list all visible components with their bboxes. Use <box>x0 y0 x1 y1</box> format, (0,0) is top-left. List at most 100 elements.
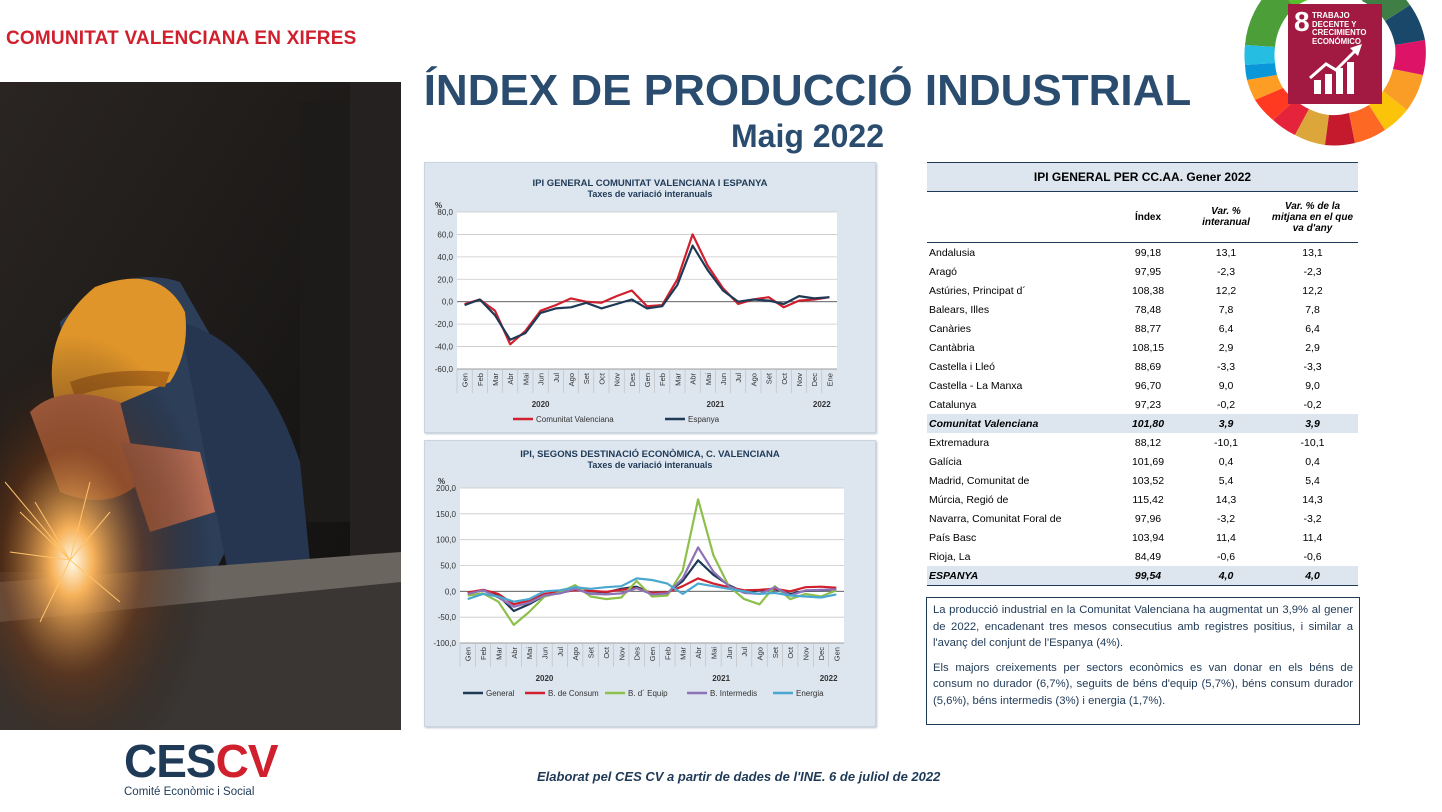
x-tick-label: Mai <box>709 647 718 659</box>
x-tick-label: Nov <box>795 373 804 387</box>
table-row: Comunitat Valenciana 101,80 3,9 3,9 <box>927 414 1358 433</box>
sdg-number: 8 <box>1294 6 1310 37</box>
x-tick-label: Abr <box>506 372 515 384</box>
var-cell: 13,1 <box>1215 246 1237 259</box>
table-row: Castella i Lleó 88,69 -3,3 -3,3 <box>927 357 1358 376</box>
series-line-comunitat-valenciana <box>464 233 830 346</box>
index-cell: 103,52 <box>1131 474 1165 487</box>
page-subtitle: Maig 2022 <box>731 118 884 154</box>
avg-cell: 11,4 <box>1302 531 1323 544</box>
x-tick-label: Des <box>633 647 642 661</box>
x-tick-label: Jun <box>719 373 728 385</box>
avg-cell: -3,3 <box>1303 360 1322 373</box>
x-tick-label: Mai <box>525 647 534 659</box>
y-tick-label: 20,0 <box>437 275 453 284</box>
y-tick-label: -100,0 <box>433 639 456 648</box>
x-tick-label: Ago <box>749 373 758 386</box>
x-tick-label: Mar <box>491 373 500 386</box>
region-cell: Astúries, Principat d´ <box>929 284 1026 297</box>
avg-cell: 12,2 <box>1302 284 1323 297</box>
index-cell: 108,38 <box>1131 284 1165 297</box>
y-tick-label: 40,0 <box>437 253 453 262</box>
region-cell: Rioja, La <box>929 550 971 563</box>
legend-label: Espanya <box>688 415 720 424</box>
avg-cell: -0,6 <box>1303 550 1322 563</box>
y-tick-label: -20,0 <box>435 320 454 329</box>
y-tick-label: -60,0 <box>435 365 454 374</box>
logo-ces-text: CES <box>124 735 217 787</box>
avg-cell: -2,3 <box>1303 265 1322 278</box>
top-label: COMUNITAT VALENCIANA EN XIFRES <box>6 28 357 49</box>
y-tick-label: 200,0 <box>436 484 457 493</box>
source-note: Elaborat pel CES CV a partir de dades de… <box>537 769 941 784</box>
x-tick-label: Gen <box>643 373 652 387</box>
x-tick-label: Abr <box>510 646 519 658</box>
x-tick-label: Mar <box>494 647 503 660</box>
chart-title: IPI GENERAL COMUNITAT VALENCIANA I ESPAN… <box>533 178 768 189</box>
page-title: ÍNDEX DE PRODUCCIÓ INDUSTRIAL <box>423 66 1192 115</box>
y-tick-label: 0,0 <box>445 587 457 596</box>
avg-cell: 5,4 <box>1305 474 1320 487</box>
index-cell: 88,12 <box>1134 436 1162 449</box>
var-cell: -0,6 <box>1216 550 1236 563</box>
x-tick-label: Des <box>628 373 637 387</box>
table-row: Rioja, La 84,49 -0,6 -0,6 <box>927 547 1358 566</box>
var-cell: -3,2 <box>1216 512 1236 525</box>
table-row: Extremadura 88,12 -10,1 -10,1 <box>927 433 1358 452</box>
x-tick-label: Jul <box>556 647 565 657</box>
x-tick-label: Gen <box>461 373 470 387</box>
x-tick-label: Jul <box>552 373 561 383</box>
y-tick-label: 0,0 <box>442 298 454 307</box>
table-row: Astúries, Principat d´ 108,38 12,2 12,2 <box>927 281 1358 300</box>
var-cell: 4,0 <box>1185 566 1267 586</box>
series-line-espanya <box>464 244 830 341</box>
index-cell: 78,48 <box>1134 303 1162 316</box>
x-tick-label: Set <box>587 646 596 658</box>
region-cell: Catalunya <box>929 398 977 411</box>
y-tick-label: 60,0 <box>437 230 453 239</box>
index-cell: 99,18 <box>1134 246 1162 259</box>
var-cell: -2,3 <box>1216 265 1236 278</box>
index-cell: 103,94 <box>1131 531 1165 544</box>
region-cell: Balears, Illes <box>929 303 990 316</box>
chart-ipi-destinacio-svg: IPI, SEGONS DESTINACIÓ ECONÒMICA, C. VAL… <box>433 448 844 698</box>
x-tick-label: Abr <box>689 372 698 384</box>
region-cell: Comunitat Valenciana <box>927 414 1111 433</box>
x-tick-label: Oct <box>786 646 795 659</box>
avg-cell: 6,4 <box>1305 322 1320 335</box>
x-tick-label: Mai <box>521 373 530 385</box>
region-cell: País Basc <box>929 531 977 544</box>
ipi-ccaa-table: IPI GENERAL PER CC.AA. Gener 2022 Índex … <box>927 162 1358 586</box>
region-cell: Extremadura <box>929 436 990 449</box>
table-row: Balears, Illes 78,48 7,8 7,8 <box>927 300 1358 319</box>
region-cell: ESPANYA <box>927 566 1111 586</box>
var-cell: 3,9 <box>1185 414 1267 433</box>
avg-cell: 4,0 <box>1267 566 1358 586</box>
avg-cell: -3,2 <box>1303 512 1322 525</box>
region-cell: Cantàbria <box>929 341 975 354</box>
x-tick-label: Jun <box>540 647 549 659</box>
index-cell: 97,95 <box>1134 265 1162 278</box>
x-tick-label: Nov <box>617 647 626 661</box>
chart-ipi-general-svg: IPI GENERAL COMUNITAT VALENCIANA I ESPAN… <box>435 178 837 424</box>
var-cell: -3,3 <box>1216 360 1236 373</box>
table-row: País Basc 103,94 11,4 11,4 <box>927 528 1358 547</box>
legend-label: B. Intermedis <box>710 689 757 698</box>
var-cell: 12,2 <box>1215 284 1237 297</box>
x-year-label: 2020 <box>536 674 554 683</box>
var-cell: 9,0 <box>1218 379 1234 392</box>
var-cell: 0,4 <box>1218 455 1234 468</box>
table-row: Castella - La Manxa 96,70 9,0 9,0 <box>927 376 1358 395</box>
region-cell: Andalusia <box>929 246 976 259</box>
x-year-label: 2021 <box>707 400 725 409</box>
x-tick-label: Feb <box>476 373 485 386</box>
plot-area <box>457 212 837 369</box>
x-tick-label: Abr <box>694 646 703 658</box>
table-row: Múrcia, Regió de 115,42 14,3 14,3 <box>927 490 1358 509</box>
index-cell: 99,54 <box>1111 566 1185 586</box>
x-tick-label: Mai <box>704 373 713 385</box>
y-tick-label: 150,0 <box>436 510 457 519</box>
avg-cell: 3,9 <box>1267 414 1358 433</box>
avg-cell: -10,1 <box>1300 436 1325 449</box>
avg-cell: 7,8 <box>1305 303 1320 316</box>
